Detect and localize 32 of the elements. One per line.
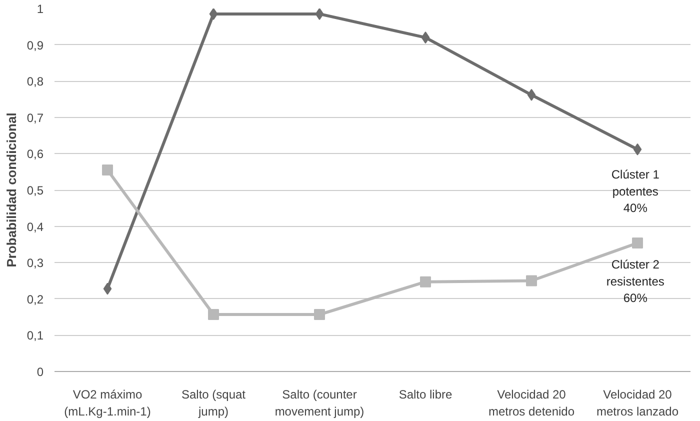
y-tick-label: 0 <box>36 365 44 379</box>
x-tick-label: Salto libre <box>398 388 453 402</box>
y-tick-label: 0,8 <box>26 74 44 89</box>
x-tick-label: Velocidad 20 metros lanzado <box>596 388 679 418</box>
y-tick-label: 0,4 <box>26 220 44 234</box>
point <box>314 309 325 320</box>
point <box>527 88 536 101</box>
y-tick-label: 0,3 <box>26 256 44 270</box>
x-tick-label: Salto (counter movement jump) <box>274 388 364 418</box>
point <box>632 238 643 248</box>
y-tick-label: 0,2 <box>26 292 44 306</box>
y-tick-label: 1 <box>36 2 44 16</box>
series-label: Clúster 2 resistentes 60% <box>606 258 664 306</box>
y-tick-label: 0,6 <box>26 147 44 162</box>
y-tick-label: 0,9 <box>26 38 44 52</box>
y-axis-title: Probabilidad condicional <box>4 112 19 268</box>
y-tick-label: 0,7 <box>26 110 44 125</box>
x-tick-label: Velocidad 20 metros detenido <box>488 388 575 418</box>
point <box>420 276 431 288</box>
x-tick-label: VO2 máximo (mL.Kg-1.min-1) <box>64 388 151 418</box>
point <box>633 143 642 156</box>
point <box>208 309 219 320</box>
point <box>209 8 218 20</box>
y-tick-label: 0,1 <box>26 328 44 343</box>
point <box>421 32 430 44</box>
point <box>315 8 324 20</box>
text: Clúster 1 potentes 40% <box>611 167 660 216</box>
y-tick-label: 0,5 <box>26 184 44 198</box>
x-tick-label: Salto (squat jump) <box>181 388 246 418</box>
point <box>103 282 112 295</box>
point <box>526 275 537 286</box>
point <box>102 164 113 176</box>
